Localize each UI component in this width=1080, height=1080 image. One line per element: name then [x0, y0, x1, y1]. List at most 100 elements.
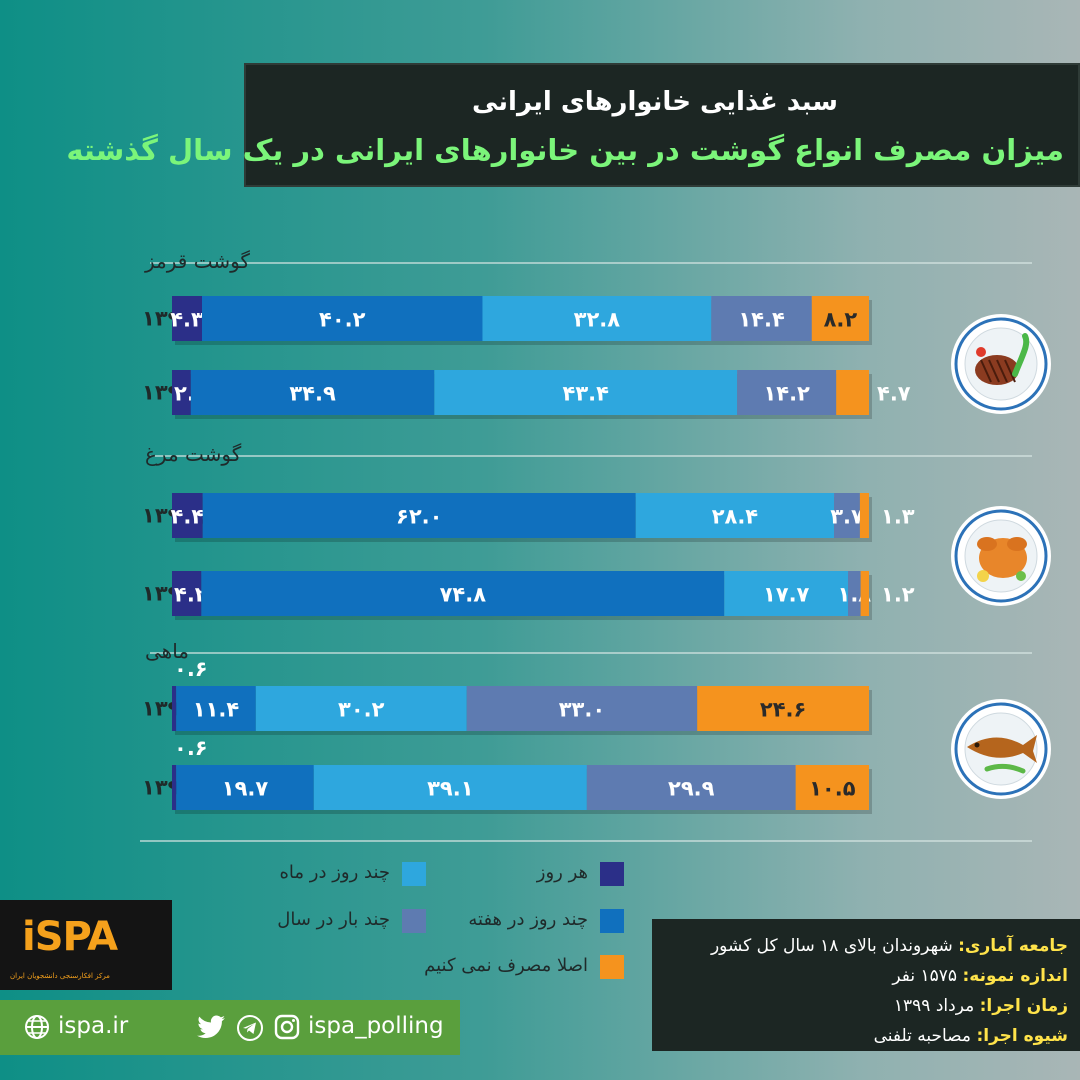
- legend-item-never: اصلا مصرف نمی کنیم: [380, 955, 630, 981]
- bar-value-label: ۲۸.۴: [712, 505, 759, 529]
- bar-value-label: ۳۴.۹: [289, 382, 336, 406]
- bar-segment-daily: [172, 296, 203, 341]
- bar-segment-daily: [172, 765, 177, 810]
- legend-label-daily: هر روز: [536, 862, 588, 883]
- fish-eye: [974, 742, 980, 748]
- bar-value-label: ۳۳.۰: [559, 698, 605, 722]
- bar-value-label: ۲۹.۹: [668, 777, 715, 801]
- bar-segment-never: [860, 571, 869, 616]
- steak-shape: [975, 355, 1019, 385]
- bar-segment-yearly: [586, 765, 796, 810]
- survey-info-box: جامعه آماری: شهروندان بالای ۱۸ سال کل کش…: [652, 919, 1080, 1051]
- bar-segment-weekly: [190, 370, 435, 415]
- bar-value-label: ۴۰.۲: [319, 308, 366, 332]
- grill-mark: [980, 359, 992, 383]
- plate-rim: [954, 702, 1048, 796]
- fish-plate-icon: [951, 699, 1051, 799]
- bar-segment-never: [859, 493, 869, 538]
- legend-swatch-yearly: [402, 909, 426, 933]
- legend-label-monthly: چند روز در ماه: [279, 862, 390, 883]
- bar-segment-weekly: [176, 765, 314, 810]
- bar-value-label: ۴۳.۴: [563, 382, 610, 406]
- plate-rim: [954, 509, 1048, 603]
- bar-segment-weekly: [202, 296, 483, 341]
- bar-value-label: ۱.۳: [881, 505, 915, 529]
- bar-segment-yearly: [737, 370, 837, 415]
- bar-value-label: ۱۴.۲: [763, 382, 810, 406]
- legend-label-never: اصلا مصرف نمی کنیم: [424, 955, 588, 976]
- bar-segment-weekly: [201, 571, 725, 616]
- bar-segment-yearly: [466, 686, 698, 731]
- ispa-logo: iSPA مرکز افکارسنجی دانشجویان ایران: [0, 900, 172, 990]
- bar-segment-never: [697, 686, 869, 731]
- bar-value-label: ۰.۶: [174, 736, 208, 760]
- bar-segment-yearly: [834, 493, 860, 538]
- bar-value-label: ۴.۴: [171, 505, 205, 529]
- bar-value-label: ۳۰.۲: [338, 698, 385, 722]
- garnish-shape: [1012, 333, 1030, 377]
- legend-swatch-weekly: [600, 909, 624, 933]
- bar-value-label: ۰.۶: [174, 657, 208, 681]
- bar-segment-monthly: [255, 686, 467, 731]
- page-title: سبد غذایی خانوارهای ایرانی: [471, 87, 838, 117]
- bar-segment-monthly: [635, 493, 835, 538]
- chicken-leg: [1007, 537, 1027, 551]
- plate-rim: [954, 317, 1048, 411]
- bar-segment-yearly: [711, 296, 812, 341]
- tomato-shape: [976, 347, 986, 357]
- globe-icon: [25, 1015, 49, 1039]
- grill-mark: [988, 359, 1000, 383]
- bar-value-label: ۴.۳: [170, 308, 204, 332]
- bar-segment-daily: [172, 493, 203, 538]
- info-time-key: زمان اجرا:: [979, 996, 1068, 1016]
- legend-item-daily: هر روز: [430, 862, 630, 888]
- group-title: گوشت مرغ: [145, 442, 242, 466]
- bar-segment-daily: [172, 686, 177, 731]
- grill-mark: [1004, 359, 1016, 383]
- bar-segment-never: [811, 296, 869, 341]
- steak-plate-icon: [951, 314, 1051, 414]
- bar-segment-weekly: [176, 686, 256, 731]
- legend-item-monthly: چند روز در ماه: [230, 862, 430, 888]
- bar-segment-monthly: [482, 296, 712, 341]
- bar-value-label: ۱۷.۷: [763, 583, 810, 607]
- bar-value-label: ۱۴.۴: [738, 308, 785, 332]
- garnish-shape: [984, 763, 1026, 774]
- info-method-key: شیوه اجرا:: [976, 1026, 1068, 1046]
- legend-swatch-daily: [600, 862, 624, 886]
- title-box: سبد غذایی خانوارهای ایرانی میزان مصرف ان…: [66, 63, 1080, 187]
- legend-swatch-monthly: [402, 862, 426, 886]
- bar-segment-never: [795, 765, 869, 810]
- instagram-icon[interactable]: [274, 1014, 300, 1040]
- info-population: جامعه آماری: شهروندان بالای ۱۸ سال کل کش…: [652, 931, 1068, 961]
- instagram-handle[interactable]: ispa_polling: [308, 1013, 444, 1039]
- legend-item-weekly: چند روز در هفته: [430, 909, 630, 935]
- bar-value-label: ۳۲.۸: [574, 308, 621, 332]
- bar-value-label: ۷۴.۸: [440, 583, 487, 607]
- twitter-icon[interactable]: [196, 1015, 226, 1039]
- group-title: گوشت قرمز: [144, 249, 250, 273]
- grill-mark: [996, 359, 1008, 383]
- info-sample-key: اندازه نمونه:: [962, 966, 1068, 986]
- bar-segment-weekly: [202, 493, 636, 538]
- logo-subtitle: مرکز افکارسنجی دانشجویان ایران: [10, 972, 110, 980]
- group-title: ماهی: [145, 639, 189, 663]
- website-link[interactable]: ispa.ir: [58, 1013, 129, 1039]
- info-sample: اندازه نمونه: ۱۵۷۵ نفر: [652, 961, 1068, 991]
- page-subtitle: میزان مصرف انواع گوشت در بین خانوارهای ا…: [66, 133, 1064, 167]
- telegram-icon[interactable]: [236, 1014, 264, 1042]
- info-sample-value: ۱۵۷۵ نفر: [892, 966, 958, 986]
- info-method-value: مصاحبه تلفنی: [873, 1026, 972, 1046]
- bar-value-label: ۱۰.۵: [809, 777, 856, 801]
- potato-shape: [977, 570, 989, 582]
- bar-value-label: ۳۹.۱: [427, 777, 473, 801]
- info-population-value: شهروندان بالای ۱۸ سال کل کشور: [710, 936, 953, 956]
- legend-label-weekly: چند روز در هفته: [468, 909, 588, 930]
- footer-bar: ispa.ir ispa_polling: [0, 1000, 460, 1055]
- bar-value-label: ۱۹.۷: [222, 777, 269, 801]
- info-time-value: مرداد ۱۳۹۹: [893, 996, 975, 1016]
- bar-segment-monthly: [434, 370, 738, 415]
- info-population-key: جامعه آماری:: [958, 936, 1068, 956]
- bar-value-label: ۲۴.۶: [760, 698, 806, 722]
- bar-value-label: ۳.۷: [830, 505, 864, 529]
